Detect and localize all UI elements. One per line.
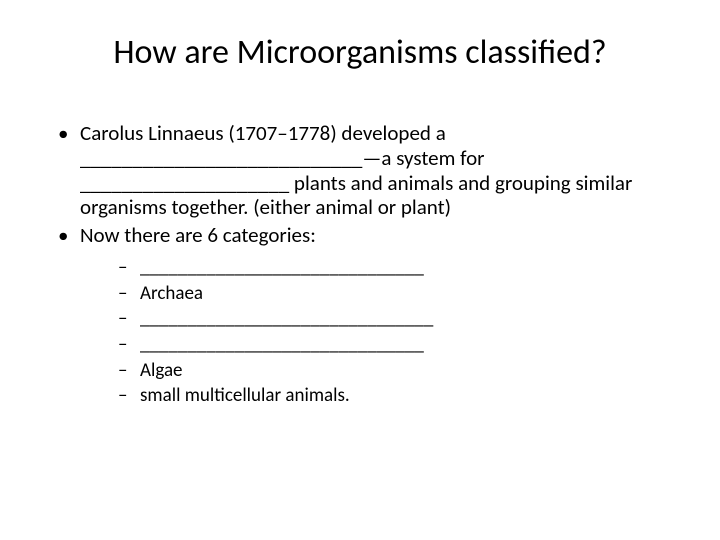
sub-bullet-list: ______________________________ Archaea _… xyxy=(80,256,670,409)
main-bullet-list: Carolus Linnaeus (1707–1778) developed a… xyxy=(50,121,670,409)
sub-item: small multicellular animals. xyxy=(80,384,670,409)
slide-title: How are Microorganisms classified? xyxy=(50,32,670,73)
sub-item: ______________________________ xyxy=(80,333,670,358)
bullet-item: Now there are 6 categories: ____________… xyxy=(50,223,670,409)
sub-item: Archaea xyxy=(80,282,670,307)
sub-item: ______________________________ xyxy=(80,256,670,281)
bullet-item: Carolus Linnaeus (1707–1778) developed a… xyxy=(50,121,670,220)
bullet-text: Now there are 6 categories: xyxy=(80,222,316,248)
sub-item: _______________________________ xyxy=(80,307,670,332)
sub-item: Algae xyxy=(80,359,670,384)
